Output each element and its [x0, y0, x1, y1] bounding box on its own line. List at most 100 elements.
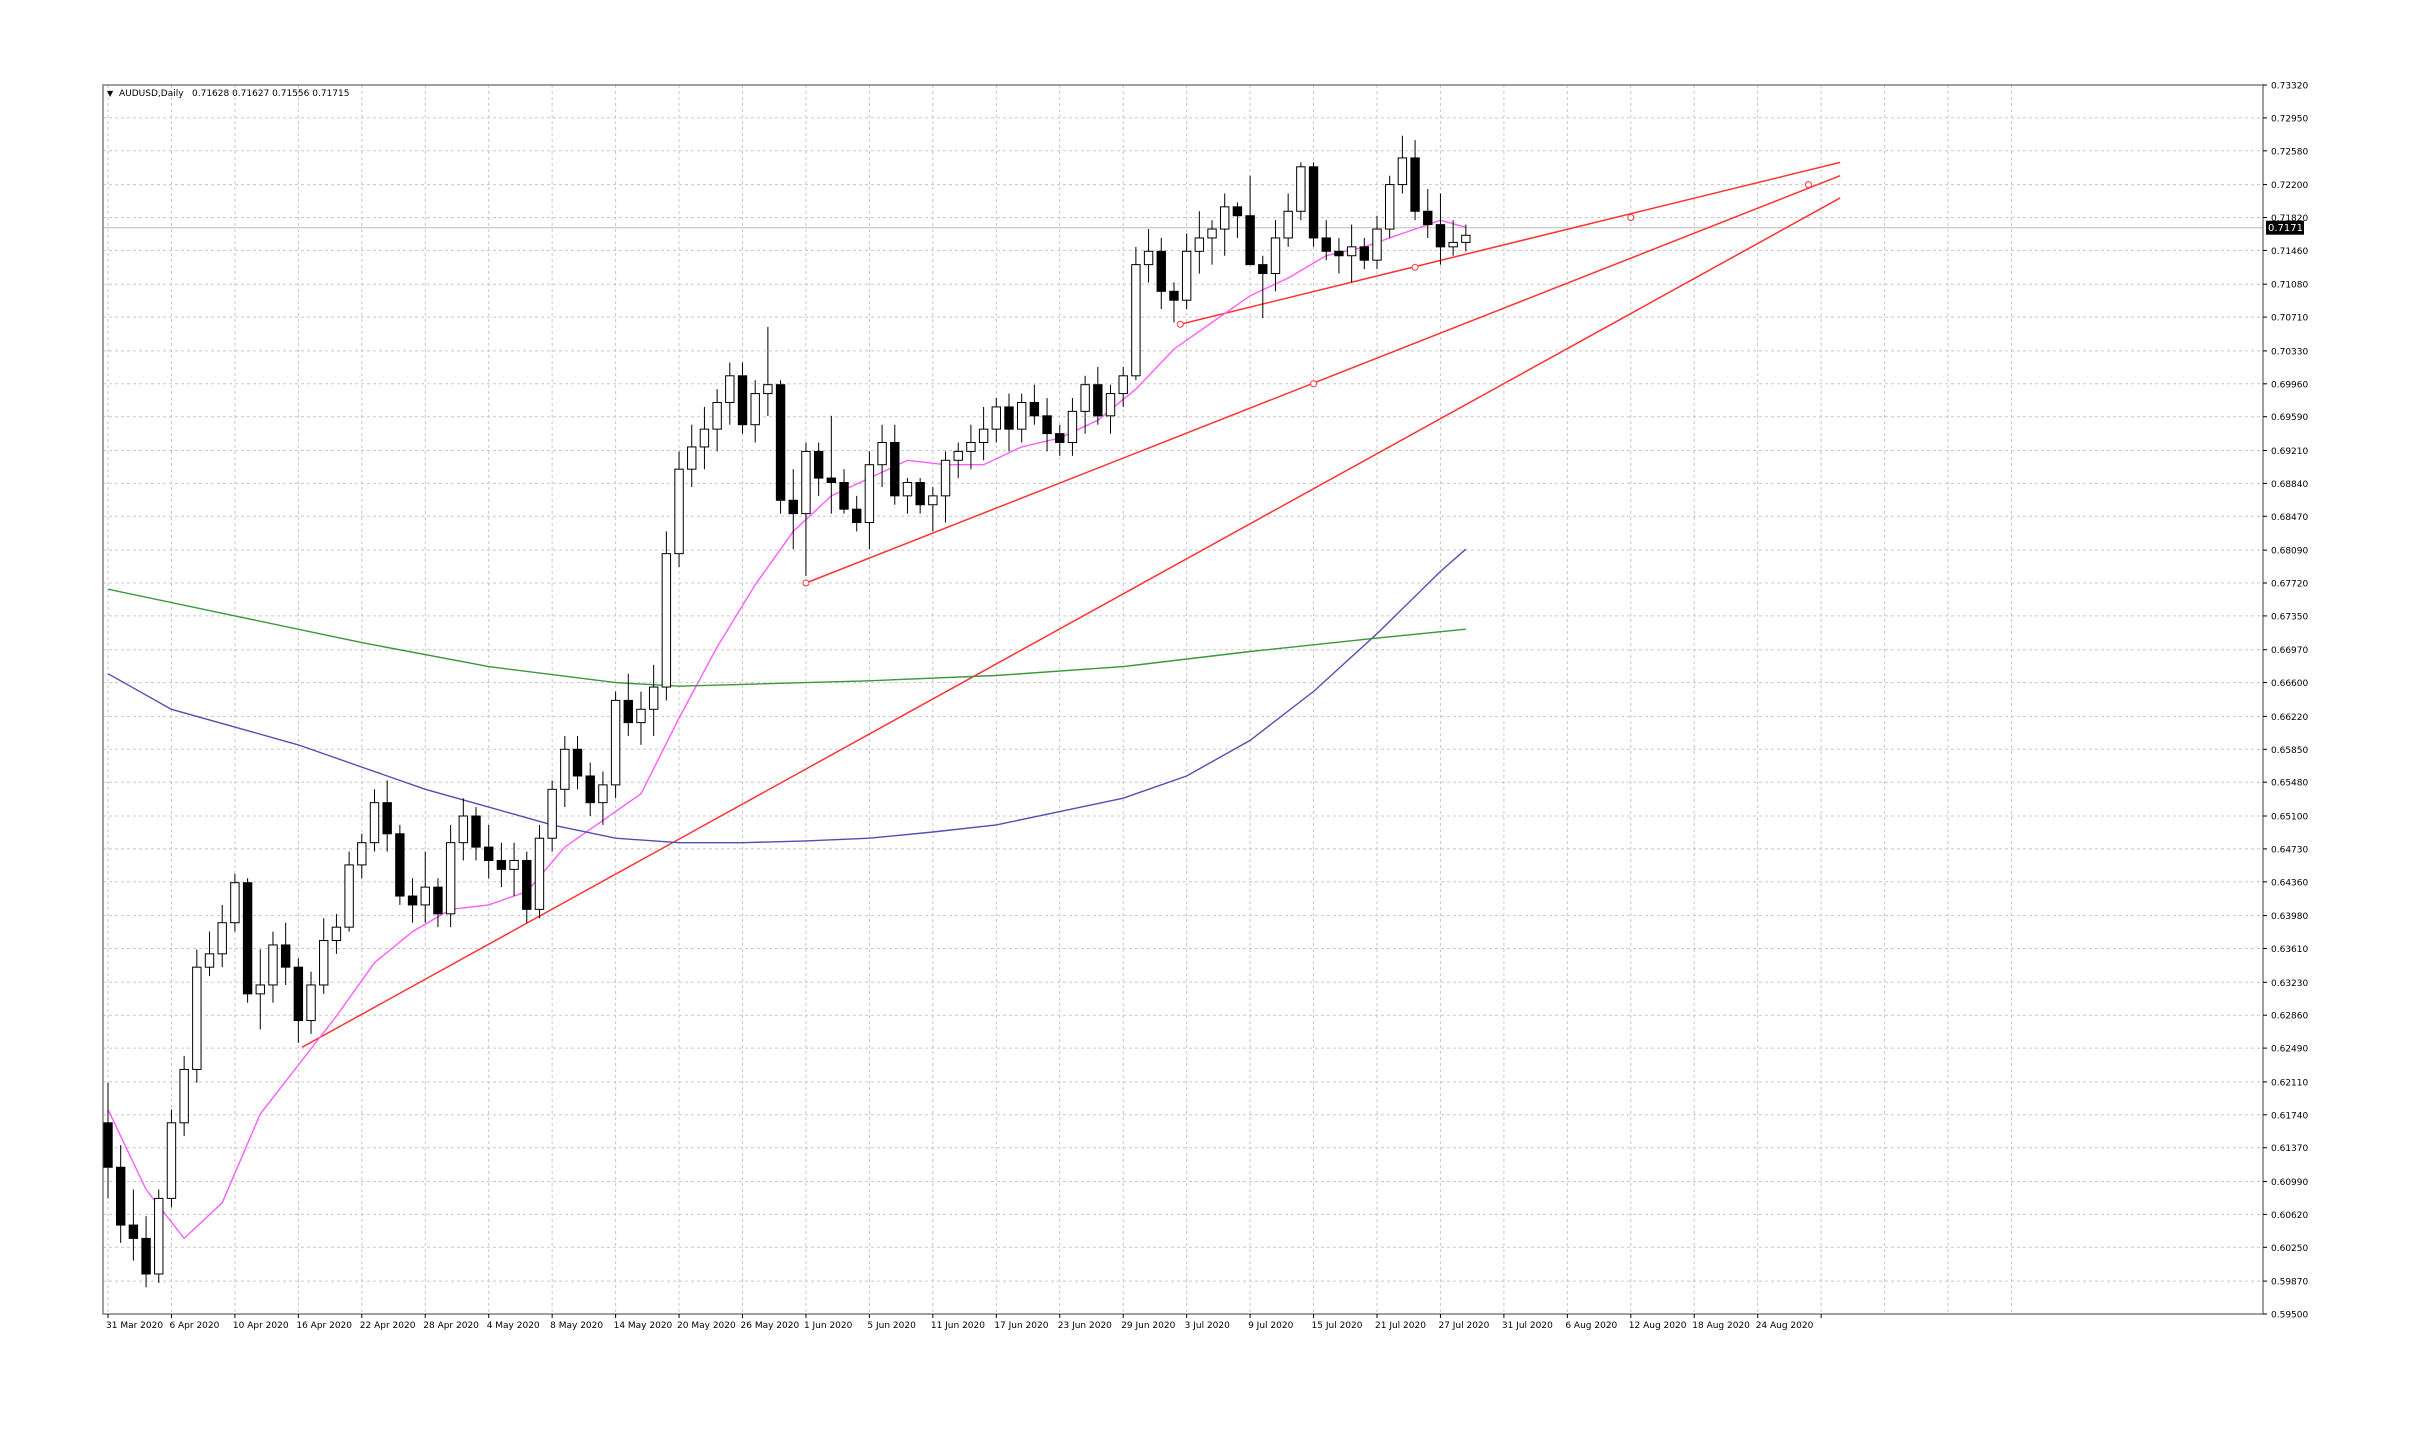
- candle: [953, 442, 963, 479]
- candle: [737, 362, 748, 434]
- y-tick-label: 0.62110: [2271, 1078, 2308, 1088]
- candle: [1245, 175, 1255, 266]
- candle-body: [395, 833, 405, 897]
- candle-body: [357, 842, 367, 866]
- candle-body: [179, 1068, 189, 1124]
- candle-body: [1220, 206, 1230, 230]
- candle-body: [268, 944, 278, 986]
- candle: [433, 878, 443, 928]
- candle-body: [204, 953, 215, 968]
- candle-body: [369, 802, 380, 844]
- candle: [978, 406, 989, 461]
- candle-body: [953, 450, 963, 461]
- candle: [1080, 375, 1090, 434]
- x-tick-label: 29 Jun 2020: [1121, 1321, 1175, 1331]
- candle: [128, 1189, 139, 1261]
- trendline-anchor: [1411, 263, 1419, 271]
- candle: [902, 478, 913, 514]
- y-tick-label: 0.72580: [2271, 147, 2308, 157]
- candle: [1220, 193, 1230, 256]
- candle-body: [1181, 250, 1192, 301]
- trendline-anchor: [1310, 380, 1318, 388]
- candle-body: [674, 468, 684, 555]
- candle: [166, 1109, 177, 1208]
- candle-body: [966, 441, 976, 452]
- candle-body: [991, 406, 1001, 430]
- candle: [940, 451, 951, 523]
- candle-body: [192, 966, 202, 1070]
- x-tick-label: 26 May 2020: [741, 1321, 800, 1331]
- trendline-anchor: [1627, 214, 1635, 222]
- candle: [801, 442, 811, 576]
- y-tick-label: 0.63610: [2271, 945, 2308, 955]
- candle-body: [1397, 157, 1408, 186]
- candle-body: [1359, 246, 1370, 261]
- candle: [674, 451, 684, 567]
- x-tick-label: 15 Jul 2020: [1312, 1321, 1363, 1331]
- y-tick-label: 0.63980: [2271, 912, 2308, 922]
- candle: [1359, 237, 1370, 270]
- candle: [280, 922, 291, 985]
- candle-body: [445, 842, 456, 915]
- candle: [1067, 398, 1078, 456]
- candle: [636, 691, 646, 745]
- candle-body: [813, 450, 824, 479]
- candle: [1410, 140, 1420, 221]
- candle: [1461, 224, 1471, 252]
- candle: [407, 878, 418, 923]
- candle-body: [763, 384, 773, 395]
- candle-body: [610, 699, 621, 786]
- candle-body: [1384, 184, 1395, 230]
- candle: [420, 851, 430, 923]
- candle: [826, 415, 837, 514]
- candle-body: [141, 1237, 151, 1275]
- candle-body: [598, 784, 608, 804]
- candle: [928, 486, 938, 532]
- candle-body: [1156, 250, 1166, 292]
- candle-body: [699, 428, 710, 448]
- trendline-anchor: [1176, 320, 1184, 328]
- candle: [915, 478, 925, 514]
- candle-body: [344, 864, 354, 928]
- candle-body: [1194, 237, 1205, 252]
- candle: [712, 389, 722, 452]
- candle: [788, 469, 798, 550]
- candle-body: [864, 464, 875, 524]
- candle: [1169, 282, 1179, 323]
- candle-body: [1118, 375, 1128, 395]
- candle: [1194, 211, 1205, 274]
- x-tick-label: 14 May 2020: [614, 1321, 673, 1331]
- candle: [141, 1216, 151, 1288]
- candle: [572, 735, 583, 790]
- y-tick-label: 0.69210: [2271, 447, 2308, 457]
- candle-body: [471, 815, 481, 848]
- y-tick-label: 0.62490: [2271, 1045, 2308, 1055]
- x-tick-label: 21 Jul 2020: [1375, 1321, 1426, 1331]
- candle-body: [1143, 250, 1154, 266]
- y-tick-label: 0.73320: [2271, 82, 2308, 92]
- y-tick-label: 0.71460: [2271, 247, 2308, 257]
- candle-body: [1245, 215, 1255, 266]
- y-tick-label: 0.60620: [2271, 1211, 2308, 1221]
- candle: [255, 949, 265, 1030]
- y-tick-label: 0.69960: [2271, 380, 2308, 390]
- y-tick-label: 0.59500: [2271, 1311, 2308, 1321]
- y-tick-label: 0.66600: [2271, 679, 2308, 689]
- x-tick-label: 16 Apr 2020: [296, 1321, 352, 1331]
- candles: [103, 135, 1471, 1288]
- y-tick-label: 0.67350: [2271, 612, 2308, 622]
- candle: [1118, 366, 1128, 407]
- candle: [1448, 220, 1458, 256]
- y-tick-label: 0.67720: [2271, 580, 2308, 590]
- candle-body: [319, 939, 329, 986]
- y-tick-label: 0.63230: [2271, 979, 2308, 989]
- candle: [1232, 202, 1243, 238]
- candle-body: [661, 553, 672, 688]
- candle-body: [1232, 206, 1243, 217]
- candle: [522, 851, 532, 923]
- candle: [1346, 224, 1357, 283]
- candle: [344, 851, 354, 932]
- x-tick-label: 28 Apr 2020: [423, 1321, 479, 1331]
